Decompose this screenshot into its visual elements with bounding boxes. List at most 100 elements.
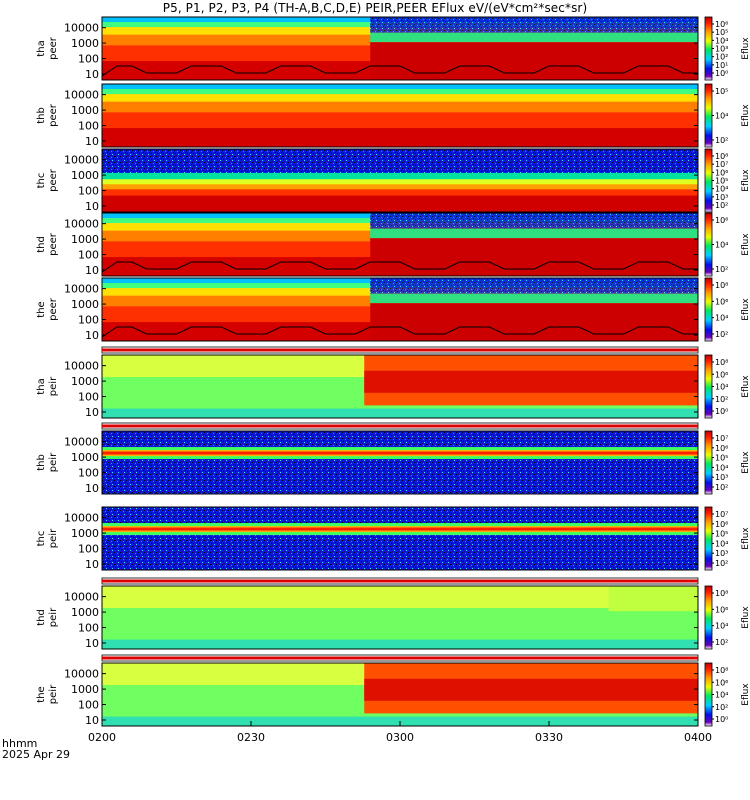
panel-thc-peer: 10 100 1000 10000 thc peer 10²10³10⁴10⁵10⁶10⁷1…: [36, 148, 750, 213]
colorbar-title: Eflux: [741, 606, 750, 629]
colorbar-tick-label: 10³: [715, 45, 728, 54]
colorbar-tick-label: 10²: [715, 638, 728, 647]
y-tick-label: 10: [85, 714, 99, 727]
y-tick-label: 10000: [64, 360, 99, 373]
colorbar-tick-label: 10²: [715, 53, 728, 62]
x-tick-label: 0300: [386, 731, 414, 744]
y-tick-label: 1000: [71, 683, 99, 696]
y-tick-label: 1000: [71, 37, 99, 50]
colorbar-tick-label: 10⁶: [715, 678, 728, 687]
panel-thd-peir: 10 100 1000 10000 thd peir 10² 10⁴ 10⁶ 10⁸ Eflux: [36, 577, 750, 650]
y-tick-label: 10000: [64, 512, 99, 525]
panel-tha-peir: 10 100 1000 10000 tha peir 10⁰ 10² 10⁴ 10⁶ 10⁸ Eflu…: [36, 346, 750, 419]
y-tick-label: 1000: [71, 375, 99, 388]
colorbar-tick-label: 10⁴: [715, 622, 728, 631]
colorbar-tick-label: 10⁶: [715, 520, 728, 529]
panel-frame: [101, 506, 699, 571]
colorbar-tick-label: 10⁷: [715, 434, 728, 443]
panel-probe-label: tha: [36, 378, 47, 394]
colorbar: [704, 212, 713, 277]
colorbar-tick-label: 10¹: [715, 61, 728, 70]
colorbar-tick-label: 10⁶: [715, 20, 728, 29]
colorbar-tick-label: 10⁵: [715, 454, 728, 463]
colorbar-tick-label: 10⁴: [715, 112, 728, 121]
y-tick-label: 100: [78, 53, 99, 66]
colorbar-title: Eflux: [741, 233, 750, 256]
colorbar-tick-label: 10⁴: [715, 241, 728, 250]
colorbar-tick-label: 10⁴: [715, 383, 728, 392]
y-tick-label: 10: [85, 264, 99, 277]
panel-probe-label: thb: [36, 107, 47, 124]
colorbar-tick-label: 10⁸: [715, 152, 728, 161]
colorbar-tick-label: 10³: [715, 473, 728, 482]
y-tick-label: 1000: [71, 169, 99, 182]
y-tick-label: 100: [78, 391, 99, 404]
colorbar-title: Eflux: [741, 169, 750, 192]
colorbar-tick-label: 10⁶: [715, 444, 728, 453]
colorbar-tick-label: 10⁰: [715, 69, 728, 78]
colorbar: [704, 585, 713, 650]
colorbar-tick-label: 10³: [715, 549, 728, 558]
colorbar-tick-label: 10⁶: [715, 168, 728, 177]
colorbar-title: Eflux: [741, 683, 750, 706]
colorbar-tick-label: 10⁵: [715, 28, 728, 37]
colorbar-tick-label: 10⁷: [715, 160, 728, 169]
colorbar: [704, 16, 713, 81]
x-tick-label: 0200: [88, 731, 116, 744]
y-tick-label: 1000: [71, 451, 99, 464]
colorbar-tick-label: 10⁴: [715, 691, 728, 700]
panel-kind-label: peir: [48, 607, 59, 627]
panel-kind-label: peir: [48, 452, 59, 472]
panel-kind-label: peer: [48, 36, 59, 60]
y-tick-label: 100: [78, 185, 99, 198]
y-tick-label: 10: [85, 329, 99, 342]
colorbar: [704, 83, 713, 148]
colorbar: [704, 506, 713, 571]
panel-thd-peer: 10 100 1000 10000 thd peer 10² 10⁴ 10⁶ Eflux: [36, 212, 750, 277]
colorbar-tick-label: 10⁷: [715, 510, 728, 519]
panel-probe-label: tha: [36, 40, 47, 56]
panel-frame: [101, 16, 699, 81]
sc-potential-contour: [101, 326, 698, 338]
panel-thb-peer: 10 100 1000 10000 thb peer 10² 10⁴ 10⁵ Eflux: [36, 83, 750, 148]
colorbar-tick-label: 10⁴: [715, 463, 728, 472]
y-tick-label: 10: [85, 68, 99, 81]
panel-kind-label: peer: [48, 297, 59, 321]
panel-frame: [101, 354, 699, 419]
chart-title: P5, P1, P2, P3, P4 (TH-A,B,C,D,E) PEIR,P…: [162, 1, 588, 15]
y-tick-label: 1000: [71, 527, 99, 540]
y-tick-label: 100: [78, 120, 99, 133]
panel-frame: [101, 277, 699, 342]
y-tick-label: 10: [85, 482, 99, 495]
y-tick-label: 10: [85, 558, 99, 571]
colorbar-tick-label: 10⁸: [715, 666, 728, 675]
y-tick-label: 1000: [71, 104, 99, 117]
y-tick-label: 100: [78, 467, 99, 480]
colorbar-tick-label: 10⁸: [715, 358, 728, 367]
panel-probe-label: thc: [36, 173, 47, 189]
x-axis: 0200 0230 0300 0330 0400: [88, 721, 712, 744]
panel-frame: [101, 585, 699, 650]
colorbar-title: Eflux: [741, 37, 750, 60]
sc-potential-contour: [101, 65, 698, 77]
y-tick-label: 1000: [71, 233, 99, 246]
colorbar-tick-label: 10⁴: [715, 539, 728, 548]
colorbar-tick-label: 10⁸: [715, 281, 728, 290]
panel-the-peer: 10 100 1000 10000 the peer 10² 10⁴ 10⁶ 10⁸ Eflux: [36, 277, 750, 342]
y-tick-label: 10000: [64, 89, 99, 102]
y-tick-label: 10000: [64, 22, 99, 35]
panel-probe-label: the: [36, 686, 47, 702]
y-tick-label: 10000: [64, 591, 99, 604]
x-tick-label: 0330: [535, 731, 563, 744]
y-tick-label: 1000: [71, 298, 99, 311]
y-tick-label: 10: [85, 637, 99, 650]
panel-tha-peer: 10 100 1000 10000 tha peer 10⁰10¹10²10³10⁴10⁵1…: [36, 16, 750, 81]
colorbar-tick-label: 10⁰: [715, 407, 728, 416]
panel-kind-label: peer: [48, 103, 59, 127]
colorbar-title: Eflux: [741, 451, 750, 474]
colorbar: [704, 354, 713, 419]
colorbar-tick-label: 10⁴: [715, 185, 728, 194]
colorbar-tick-label: 10²: [715, 330, 728, 339]
colorbar-tick-label: 10⁶: [715, 370, 728, 379]
